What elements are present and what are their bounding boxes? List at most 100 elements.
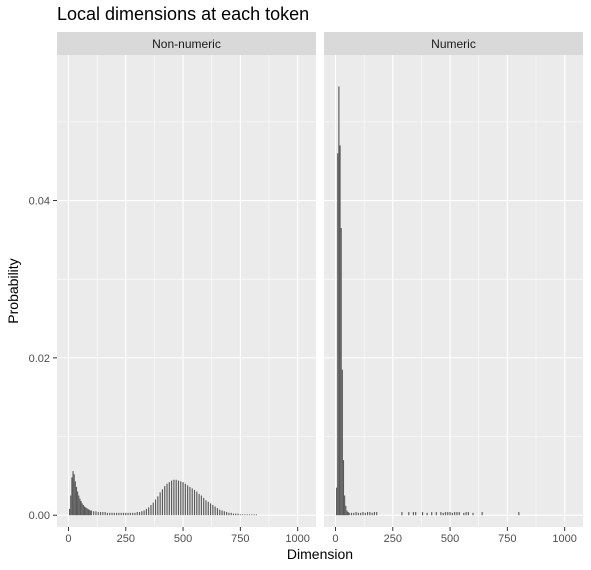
histogram-bar bbox=[340, 228, 342, 516]
histogram-bar bbox=[152, 502, 154, 516]
histogram-bar bbox=[73, 474, 75, 516]
histogram-bar bbox=[71, 477, 73, 516]
histogram-bar bbox=[138, 512, 141, 516]
histogram-bar bbox=[82, 504, 84, 516]
histogram-bar bbox=[440, 512, 442, 516]
histogram-bar bbox=[451, 512, 453, 516]
histogram-bar bbox=[431, 512, 433, 516]
histogram-bar bbox=[111, 512, 113, 516]
histogram-bar bbox=[143, 510, 145, 516]
histogram-bar bbox=[336, 487, 338, 516]
histogram-bar bbox=[127, 512, 129, 516]
histogram-bar bbox=[164, 486, 166, 516]
histogram-bar bbox=[79, 498, 81, 516]
x-axis-title: Dimension bbox=[287, 546, 353, 562]
histogram-bar bbox=[196, 491, 198, 516]
histogram-bar bbox=[346, 510, 348, 516]
x-tick-label: 500 bbox=[441, 533, 459, 545]
histogram-bar bbox=[251, 514, 253, 516]
histogram-bar bbox=[166, 483, 168, 516]
histogram-bar bbox=[344, 495, 346, 516]
histogram-bar bbox=[86, 508, 88, 516]
histogram-bar bbox=[90, 510, 92, 516]
x-tick-label: 750 bbox=[231, 533, 249, 545]
histogram-bar bbox=[171, 480, 173, 516]
histogram-bar bbox=[189, 486, 191, 516]
histogram-bar bbox=[364, 512, 366, 516]
histogram-bar bbox=[337, 153, 339, 516]
y-axis-title: Probability bbox=[5, 258, 21, 323]
facet-numeric: Numeric bbox=[324, 32, 583, 527]
histogram-bar bbox=[442, 512, 444, 516]
histogram-bar bbox=[467, 512, 469, 516]
histogram-bar bbox=[157, 496, 159, 516]
panel-non-numeric bbox=[57, 55, 316, 527]
x-axis-non-numeric: 0 250 500 750 1000 bbox=[65, 527, 310, 545]
facet-non-numeric: Non-numeric bbox=[57, 32, 316, 527]
histogram-bar bbox=[401, 512, 403, 516]
x-tick-label: 1000 bbox=[285, 533, 309, 545]
histogram-bar bbox=[88, 509, 90, 516]
histogram-bar bbox=[120, 512, 122, 516]
histogram-bar bbox=[248, 514, 251, 516]
histogram-bar bbox=[154, 499, 157, 516]
histogram-bar bbox=[341, 369, 343, 516]
histogram-bar bbox=[246, 514, 248, 516]
histogram-bar bbox=[339, 145, 341, 516]
histogram-bar bbox=[74, 481, 76, 516]
histogram-bar bbox=[348, 512, 350, 516]
x-tick-label: 250 bbox=[384, 533, 402, 545]
histogram-bar bbox=[191, 488, 193, 516]
histogram-bar bbox=[371, 512, 373, 516]
x-tick-label: 750 bbox=[498, 533, 516, 545]
histogram-bar bbox=[458, 512, 460, 516]
histogram-bar bbox=[80, 501, 82, 516]
histogram-bar bbox=[232, 513, 235, 516]
histogram-bar bbox=[235, 513, 237, 516]
histogram-bar bbox=[89, 510, 91, 516]
histogram-bar bbox=[465, 512, 467, 516]
histogram-bar bbox=[209, 503, 212, 516]
histogram-bar bbox=[426, 512, 428, 516]
histogram-bar bbox=[125, 512, 127, 516]
histogram-bar bbox=[205, 500, 207, 516]
histogram-bar bbox=[376, 512, 378, 516]
histogram-bar bbox=[355, 512, 357, 516]
histogram-bar bbox=[69, 508, 71, 516]
histogram-bar bbox=[221, 510, 223, 516]
histogram-bar bbox=[182, 482, 184, 516]
histogram-bar bbox=[228, 512, 230, 516]
histogram-bar bbox=[106, 512, 108, 516]
histogram-bar bbox=[118, 512, 120, 516]
histogram-bar bbox=[253, 514, 255, 516]
x-tick-label: 1000 bbox=[552, 533, 576, 545]
histogram-bar bbox=[95, 511, 97, 516]
histogram-bar bbox=[175, 479, 177, 516]
histogram-bar bbox=[113, 512, 115, 516]
histogram-bar bbox=[237, 513, 239, 516]
histogram-bar bbox=[136, 512, 138, 516]
histogram-bar bbox=[83, 506, 86, 516]
histogram-bar bbox=[72, 471, 74, 516]
histogram-bar bbox=[87, 508, 89, 516]
histogram-bar bbox=[347, 512, 349, 516]
histogram-bar bbox=[81, 503, 83, 516]
histogram-bar bbox=[116, 512, 118, 516]
strip-numeric bbox=[324, 32, 583, 55]
histogram-bar bbox=[342, 460, 345, 516]
histogram-bar bbox=[180, 481, 182, 516]
histogram-bar bbox=[207, 501, 209, 516]
histogram-bar bbox=[148, 507, 150, 516]
histogram-bar bbox=[203, 497, 205, 516]
histogram-bar bbox=[104, 512, 106, 516]
histogram-bar bbox=[408, 512, 410, 516]
histogram-bar bbox=[193, 490, 196, 516]
histogram-bar bbox=[230, 512, 232, 516]
y-tick-label: 0.02 bbox=[29, 353, 50, 365]
histogram-bar bbox=[70, 495, 72, 516]
histogram-bar bbox=[173, 479, 175, 516]
histogram-bar bbox=[109, 512, 111, 516]
y-tick-label: 0.00 bbox=[29, 510, 50, 522]
histogram-bar bbox=[239, 514, 241, 516]
histogram-bar bbox=[122, 512, 125, 516]
